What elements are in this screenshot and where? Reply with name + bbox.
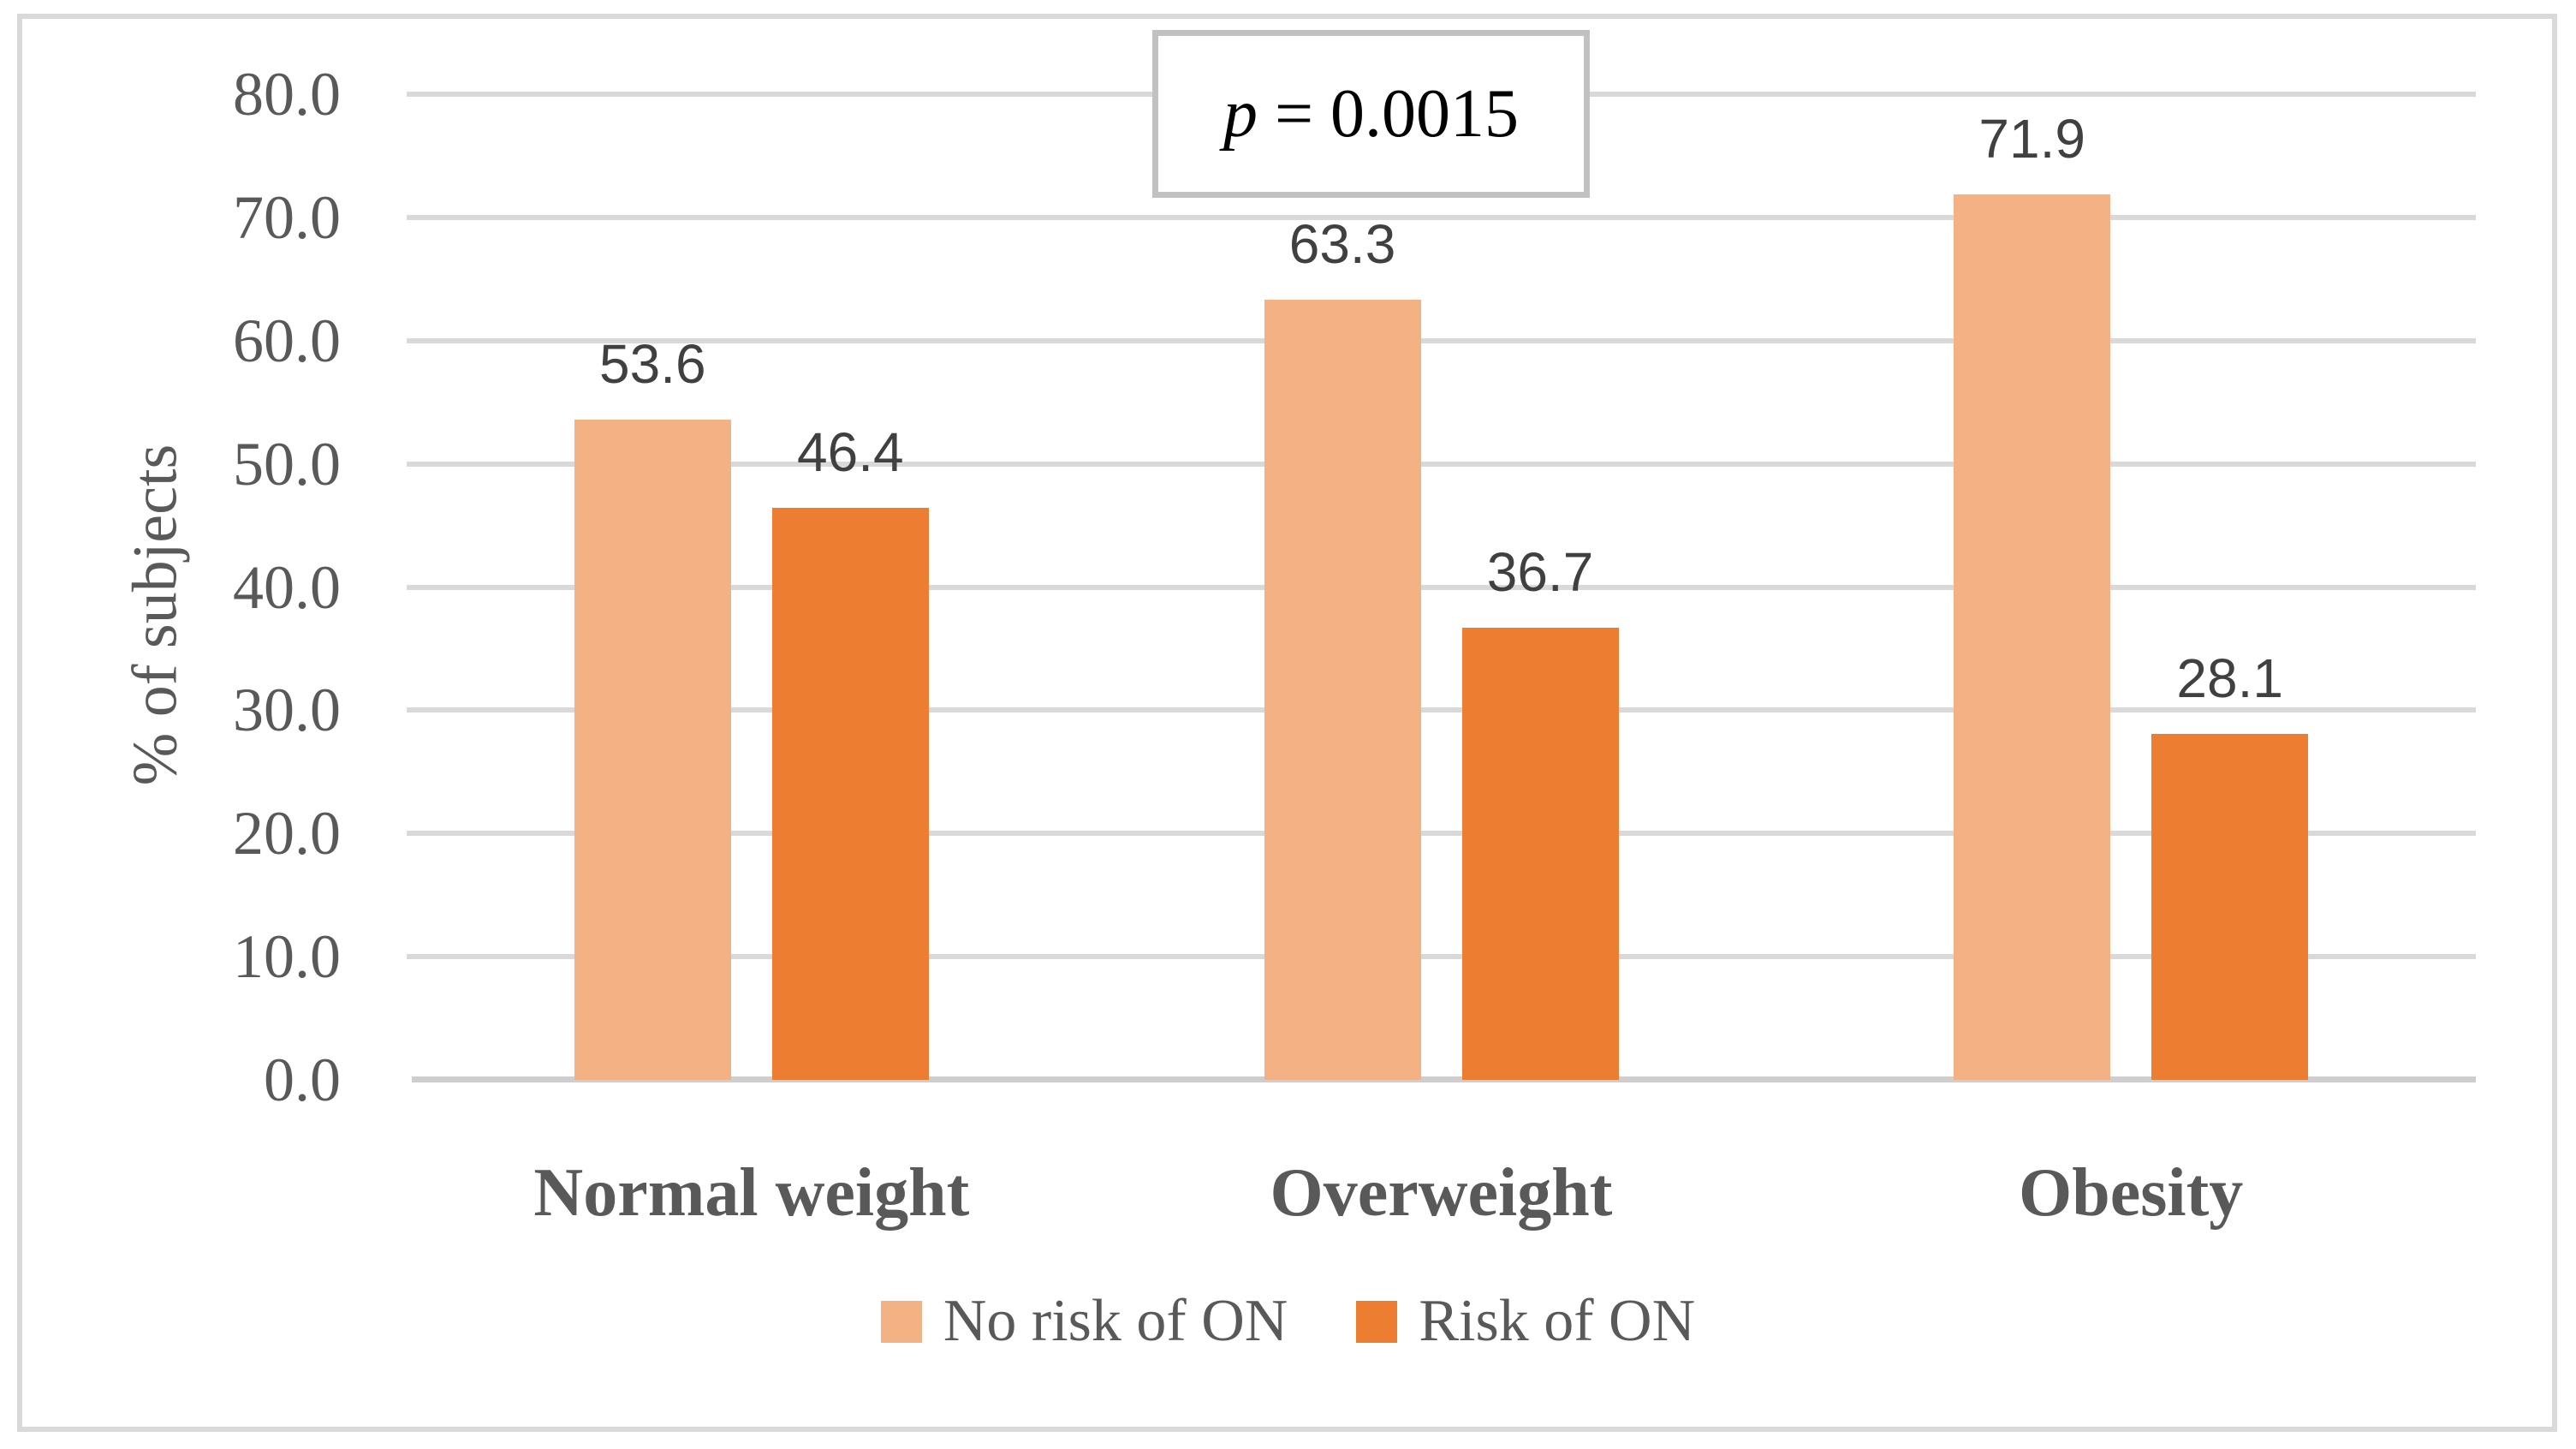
bar-no-risk-of-on-obesity bbox=[1954, 194, 2111, 1080]
y-tick-label-10.0: 10.0 bbox=[233, 922, 341, 992]
data-label-63.3: 63.3 bbox=[1288, 213, 1396, 276]
data-label-53.6: 53.6 bbox=[599, 332, 706, 395]
bar-risk-of-on-normal-weight bbox=[771, 508, 929, 1080]
y-tick-label-60.0: 60.0 bbox=[233, 306, 341, 375]
gridline-50.0 bbox=[407, 461, 2476, 467]
p-value-text: = 0.0015 bbox=[1257, 75, 1520, 152]
category-label-obesity: Obesity bbox=[2019, 1155, 2244, 1231]
legend: No risk of ON Risk of ON bbox=[0, 1283, 2576, 1360]
bar-no-risk-of-on-normal-weight bbox=[574, 419, 731, 1080]
gridline-70.0 bbox=[407, 214, 2476, 220]
y-tick-label-0.0: 0.0 bbox=[264, 1046, 341, 1114]
y-axis-title: % of subjects bbox=[120, 444, 191, 786]
y-tick-label-20.0: 20.0 bbox=[233, 799, 341, 868]
y-tick-label-70.0: 70.0 bbox=[233, 182, 341, 252]
legend-item-no-risk-of-on: No risk of ON bbox=[880, 1283, 1288, 1360]
y-tick-label-30.0: 30.0 bbox=[233, 676, 341, 745]
data-label-36.7: 36.7 bbox=[1486, 540, 1594, 603]
legend-label: No risk of ON bbox=[943, 1288, 1288, 1354]
data-label-71.9: 71.9 bbox=[1978, 107, 2085, 170]
gridline-10.0 bbox=[407, 954, 2476, 960]
legend-marker-icon bbox=[880, 1300, 922, 1343]
data-label-46.4: 46.4 bbox=[797, 421, 904, 484]
legend-item-risk-of-on: Risk of ON bbox=[1356, 1283, 1695, 1360]
legend-marker-icon bbox=[1356, 1300, 1398, 1343]
legend-label: Risk of ON bbox=[1419, 1288, 1696, 1354]
y-tick-label-40.0: 40.0 bbox=[233, 552, 341, 622]
p-value-symbol: p bbox=[1223, 75, 1258, 152]
bar-no-risk-of-on-overweight bbox=[1264, 300, 1421, 1080]
gridline-20.0 bbox=[407, 831, 2476, 837]
y-tick-label-50.0: 50.0 bbox=[233, 429, 341, 498]
p-value-annotation-box: p = 0.0015 bbox=[1152, 30, 1590, 198]
gridline-60.0 bbox=[407, 337, 2476, 343]
bar-risk-of-on-overweight bbox=[1461, 627, 1619, 1080]
y-tick-label-80.0: 80.0 bbox=[233, 60, 341, 128]
plot-area: 53.6 46.4 63.3 36.7 71.9 28.1 bbox=[407, 92, 2476, 1082]
x-axis-line bbox=[412, 1076, 2476, 1082]
gridline-30.0 bbox=[407, 707, 2476, 713]
data-label-28.1: 28.1 bbox=[2176, 647, 2283, 709]
category-label-normal-weight: Normal weight bbox=[533, 1155, 970, 1231]
bar-risk-of-on-obesity bbox=[2151, 733, 2309, 1080]
category-label-overweight: Overweight bbox=[1270, 1155, 1613, 1231]
gridline-40.0 bbox=[407, 584, 2476, 590]
